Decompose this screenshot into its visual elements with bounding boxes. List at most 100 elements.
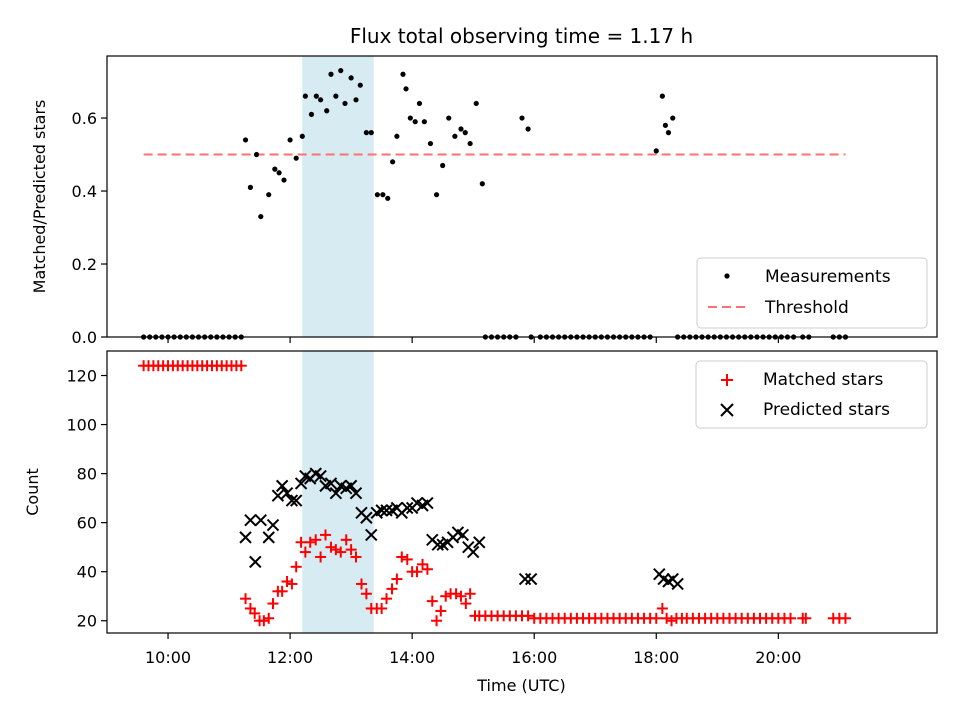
bottom-y-axis-label: Count: [23, 468, 42, 516]
measurement-point: [333, 93, 339, 99]
measurement-point: [440, 162, 446, 169]
bottom-y-tick-label: 40: [77, 563, 97, 582]
predicted-star-marker: [266, 518, 280, 532]
top-x-ticks: [167, 337, 779, 343]
bottom-y-tick-label: 60: [77, 514, 97, 533]
predicted-star-marker: [329, 487, 343, 500]
bottom-x-tick-label: 10:00: [145, 648, 191, 667]
bottom-legend: Matched stars Predicted stars: [695, 360, 928, 429]
measurement-point: [313, 93, 319, 99]
matched-star-marker: [417, 558, 429, 570]
matched-star-marker: [785, 612, 797, 624]
bottom-y-tick-label: 100: [66, 416, 97, 435]
measurement-point: [302, 93, 308, 99]
measurement-point: [403, 86, 409, 92]
matched-star-marker: [386, 583, 398, 595]
predicted-star-marker: [239, 531, 252, 544]
matched-star-marker: [249, 607, 261, 619]
measurement-point: [390, 159, 396, 165]
predicted-star-marker: [275, 479, 289, 493]
top-y-axis-label: Matched/Predicted stars: [30, 100, 49, 294]
matched-star-marker: [235, 360, 247, 372]
measurement-point: [407, 115, 413, 121]
predicted-star-marker: [254, 513, 268, 527]
matched-star-marker: [330, 544, 342, 556]
predicted-star-marker: [262, 531, 275, 544]
matched-star-marker: [350, 551, 362, 563]
matched-star-marker: [355, 578, 367, 590]
predicted-star-marker: [289, 494, 303, 507]
predicted-star-marker: [401, 501, 414, 515]
matched-star-marker: [460, 598, 472, 610]
matched-star-marker: [290, 561, 302, 573]
top-y-tick-label: 0.0: [72, 328, 97, 347]
matched-star-markers: [138, 360, 851, 627]
measurement-point: [299, 133, 305, 139]
matched-star-marker: [431, 615, 443, 627]
predicted-star-marker: [380, 504, 393, 517]
matched-star-marker: [650, 612, 662, 624]
predicted-star-marker: [365, 528, 378, 542]
matched-star-marker: [360, 588, 372, 600]
chart-title: Flux total observing time = 1.17 h: [350, 24, 693, 48]
measurement-point: [467, 140, 473, 147]
measurement-point: [293, 155, 299, 161]
measurement-point: [458, 126, 464, 132]
top-legend-box: [696, 257, 928, 329]
predicted-star-marker: [421, 496, 434, 510]
bottom-x-tick-label: 18:00: [633, 648, 679, 667]
measurement-point: [452, 133, 458, 139]
measurement-point: [363, 130, 369, 136]
matched-star-marker: [281, 576, 293, 588]
top-panel: 0.0 0.2 0.4 0.6 Matched/Predicted stars Mea…: [30, 55, 938, 347]
bottom-x-tick-label: 12:00: [267, 648, 313, 667]
measurement-point: [357, 82, 363, 88]
legend-predicted-label: Predicted stars: [763, 400, 890, 420]
measurement-point: [479, 181, 485, 187]
measurement-point: [348, 75, 354, 81]
measurement-point: [338, 67, 344, 74]
measurement-point: [368, 130, 374, 136]
predicted-star-marker: [456, 528, 470, 542]
bottom-legend-box: [695, 360, 928, 429]
matched-star-marker: [240, 593, 252, 605]
matched-star-marker: [319, 529, 331, 541]
legend-matched-label: Matched stars: [763, 370, 883, 390]
measurement-point: [276, 170, 282, 176]
matched-star-marker: [455, 590, 467, 602]
predicted-star-marker: [671, 577, 684, 591]
matched-star-marker: [421, 563, 433, 575]
predicted-star-marker: [349, 487, 363, 500]
matched-star-marker: [522, 610, 534, 622]
bottom-y-tick-label: 80: [77, 465, 97, 484]
measurement-point: [247, 184, 254, 190]
matched-star-marker: [325, 541, 337, 553]
predicted-star-marker: [375, 504, 388, 517]
legend-matched-marker: [721, 374, 733, 386]
measurement-point: [662, 122, 669, 128]
predicted-star-marker: [360, 511, 373, 524]
matched-star-marker: [411, 566, 423, 578]
measurement-point: [385, 195, 391, 201]
matched-star-marker: [391, 573, 403, 585]
x-axis-label: Time (UTC): [476, 676, 565, 695]
matched-star-marker: [345, 544, 357, 556]
legend-predicted-marker: [720, 403, 734, 417]
measurement-point: [253, 151, 260, 158]
matched-star-marker: [666, 615, 678, 627]
bottom-y-ticks: 20 40 60 80 100 120: [66, 367, 107, 631]
measurement-point: [670, 115, 676, 121]
matched-star-marker: [304, 536, 316, 548]
matched-star-marker: [276, 585, 288, 597]
matched-star-marker: [464, 588, 476, 600]
predicted-star-marker: [431, 538, 444, 551]
matched-star-marker: [335, 546, 347, 558]
measurement-point: [400, 71, 406, 77]
top-y-tick-label: 0.2: [72, 255, 97, 274]
matched-star-marker: [258, 615, 270, 627]
measurement-point: [665, 130, 672, 136]
matched-star-marker: [267, 598, 279, 610]
legend-threshold-label: Threshold: [764, 298, 849, 318]
matched-star-marker: [839, 612, 851, 624]
